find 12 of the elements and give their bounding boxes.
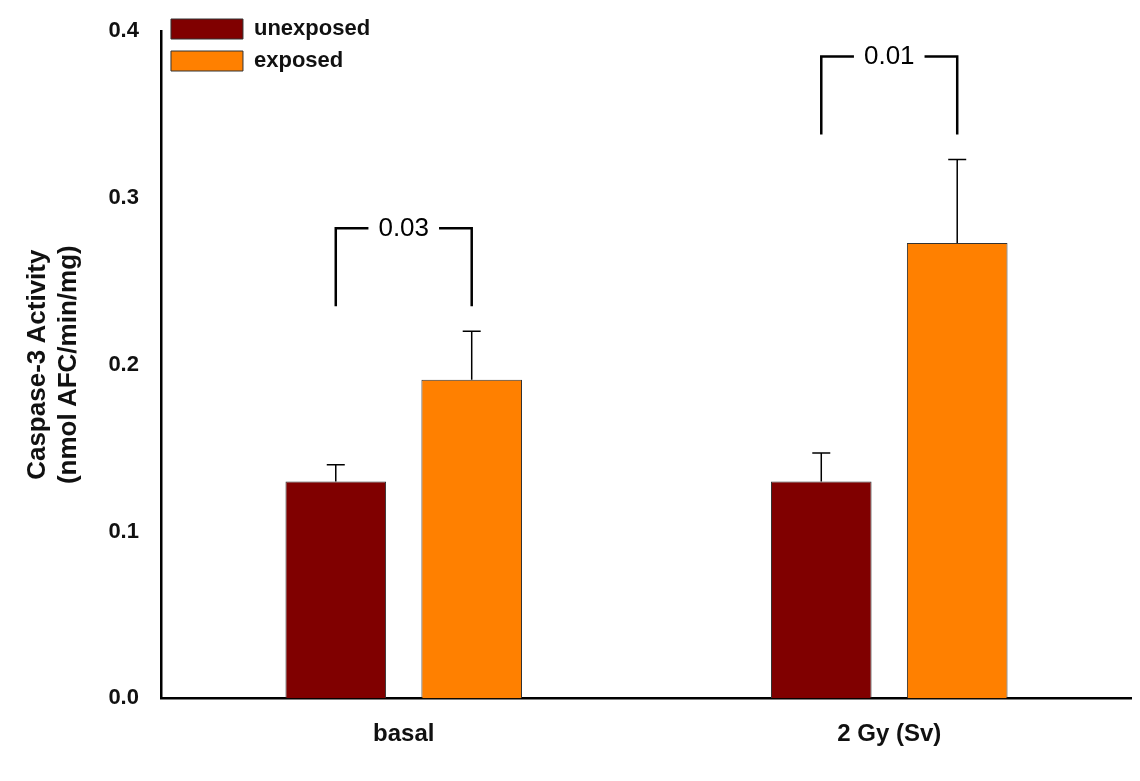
y-tick-label: 0.1 xyxy=(108,517,139,543)
y-tick-label: 0.0 xyxy=(108,684,139,710)
annotation: 0.01 xyxy=(863,39,915,70)
annotation: 0.03 xyxy=(378,211,430,242)
y-axis-title: Caspase-3 Activity (nmol AFC/min/mg) xyxy=(20,245,82,485)
legend-label: unexposed xyxy=(253,15,371,41)
y-tick-label: 0.4 xyxy=(108,17,140,43)
x-tick-label: basal xyxy=(373,719,435,747)
y-tick-label: 0.2 xyxy=(108,350,139,376)
legend-label: exposed xyxy=(253,47,344,73)
x-tick-label: 2 Gy (Sv) xyxy=(837,719,942,747)
y-tick-label: 0.3 xyxy=(108,184,139,210)
